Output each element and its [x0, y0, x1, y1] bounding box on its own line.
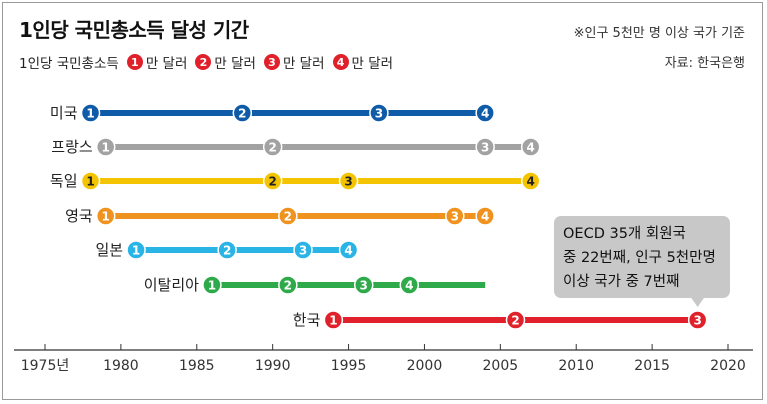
- legend-badge-4: 4: [332, 54, 349, 70]
- milestone-label-5-3: 3: [299, 244, 307, 258]
- chart-title: 1인당 국민총소득 달성 기간: [19, 18, 249, 42]
- milestone-label-7-2: 2: [511, 314, 519, 328]
- legend-badge-3: 3: [263, 54, 280, 70]
- row-label-7: 한국: [293, 311, 321, 329]
- callout-line-2: 중 22번째, 인구 5천만명: [563, 249, 716, 266]
- milestone-label-4-2: 2: [284, 210, 292, 224]
- milestone-label-5-1: 1: [132, 244, 140, 258]
- callout-pointer: [690, 297, 705, 307]
- milestone-marker-2-2: [262, 137, 283, 157]
- milestone-label-3-2: 2: [268, 175, 276, 189]
- milestone-marker-7-2: [505, 310, 526, 330]
- milestone-label-6-1: 1: [208, 279, 216, 293]
- milestone-label-1-2: 2: [238, 107, 246, 121]
- milestone-marker-5-3: [293, 240, 313, 260]
- milestone-label-1-4: 4: [481, 107, 489, 121]
- milestone-marker-1-4: [475, 103, 495, 123]
- x-tick-label-1985: 1985: [179, 358, 215, 374]
- milestone-label-5-2: 2: [223, 244, 231, 258]
- milestone-marker-7-1: [323, 310, 344, 330]
- legend-item-1: 1 만 달러: [126, 52, 188, 72]
- milestone-marker-6-4: [399, 275, 420, 295]
- milestone-label-1-3: 3: [375, 107, 383, 121]
- milestone-marker-3-2: [262, 171, 283, 191]
- milestone-marker-1-3: [369, 103, 389, 123]
- milestone-marker-2-3: [475, 137, 495, 157]
- x-tick-label-2010: 2010: [558, 358, 594, 374]
- x-tick-label-2005: 2005: [483, 358, 519, 374]
- legend-label-4: 만 달러: [351, 56, 394, 72]
- x-tick-label-1995: 1995: [331, 358, 367, 374]
- milestone-marker-2-4: [520, 137, 541, 157]
- chart-note: ※인구 5천만 명 이상 국가 기준: [573, 26, 745, 41]
- x-tick-label-2020: 2020: [710, 358, 746, 374]
- legend: 1인당 국민총소득 1 만 달러 2 만 달러 3 만 달러 4 만 달러: [19, 52, 393, 72]
- milestone-marker-3-4: [520, 171, 541, 191]
- milestone-label-5-4: 4: [344, 244, 352, 258]
- milestone-marker-6-2: [278, 275, 298, 295]
- milestone-label-2-4: 4: [527, 141, 535, 155]
- x-tick-label-1990: 1990: [255, 358, 291, 374]
- legend-badge-1: 1: [126, 54, 143, 70]
- milestone-label-4-3: 3: [451, 210, 459, 224]
- milestone-marker-3-1: [80, 171, 101, 191]
- milestone-marker-4-1: [95, 206, 116, 226]
- x-tick-label-2015: 2015: [634, 358, 670, 374]
- milestone-marker-5-1: [126, 240, 146, 260]
- milestone-label-4-4: 4: [481, 210, 489, 224]
- milestone-label-3-3: 3: [344, 175, 352, 189]
- milestone-marker-1-2: [232, 103, 253, 123]
- legend-label-3: 만 달러: [282, 56, 325, 72]
- milestone-label-6-4: 4: [405, 279, 413, 293]
- milestone-label-7-3: 3: [693, 314, 701, 328]
- legend-label-1: 만 달러: [145, 56, 188, 72]
- milestone-marker-2-1: [95, 137, 116, 157]
- milestone-marker-4-4: [475, 206, 495, 226]
- legend-prefix: 1인당 국민총소득: [19, 56, 119, 72]
- row-label-3: 독일: [50, 172, 78, 190]
- callout-box: [554, 216, 730, 298]
- x-tick-label-1980: 1980: [103, 358, 139, 374]
- milestone-label-6-2: 2: [284, 279, 292, 293]
- milestone-marker-6-1: [202, 275, 222, 295]
- chart-source: 자료: 한국은행: [664, 56, 745, 71]
- milestone-label-2-2: 2: [268, 141, 276, 155]
- milestone-label-2-1: 1: [102, 141, 110, 155]
- row-label-2: 프랑스: [51, 138, 93, 156]
- milestone-marker-3-3: [338, 171, 359, 191]
- row-label-6: 이탈리아: [144, 276, 199, 294]
- legend-label-2: 만 달러: [214, 56, 256, 72]
- row-label-5: 일본: [95, 241, 123, 259]
- milestone-label-7-1: 1: [329, 314, 337, 328]
- callout-line-1: OECD 35개 회원국: [563, 225, 686, 242]
- milestone-marker-5-2: [217, 240, 237, 260]
- legend-item-4: 4 만 달러: [332, 52, 394, 72]
- milestone-marker-4-2: [278, 206, 298, 226]
- milestone-marker-5-4: [338, 240, 359, 260]
- callout-line-3: 이상 국가 중 7번째: [563, 273, 679, 290]
- legend-badge-2: 2: [195, 54, 212, 70]
- milestone-label-6-3: 3: [360, 279, 368, 293]
- milestone-label-3-1: 1: [86, 175, 94, 189]
- milestone-label-4-1: 1: [102, 210, 110, 224]
- milestone-marker-6-3: [353, 275, 374, 295]
- milestone-marker-4-3: [445, 206, 465, 226]
- milestone-label-1-1: 1: [86, 107, 94, 121]
- x-tick-label-2000: 2000: [407, 358, 443, 374]
- milestone-marker-7-3: [687, 310, 708, 330]
- row-label-4: 영국: [65, 207, 93, 225]
- milestone-label-2-3: 3: [481, 141, 489, 155]
- milestone-marker-1-1: [80, 103, 101, 123]
- legend-item-3: 3 만 달러: [263, 52, 325, 72]
- x-tick-label-1975: 1975년: [21, 358, 70, 374]
- chart-frame: [2, 2, 763, 400]
- legend-item-2: 2 만 달러: [195, 52, 256, 72]
- milestone-label-3-4: 4: [527, 175, 535, 189]
- row-label-1: 미국: [50, 104, 78, 122]
